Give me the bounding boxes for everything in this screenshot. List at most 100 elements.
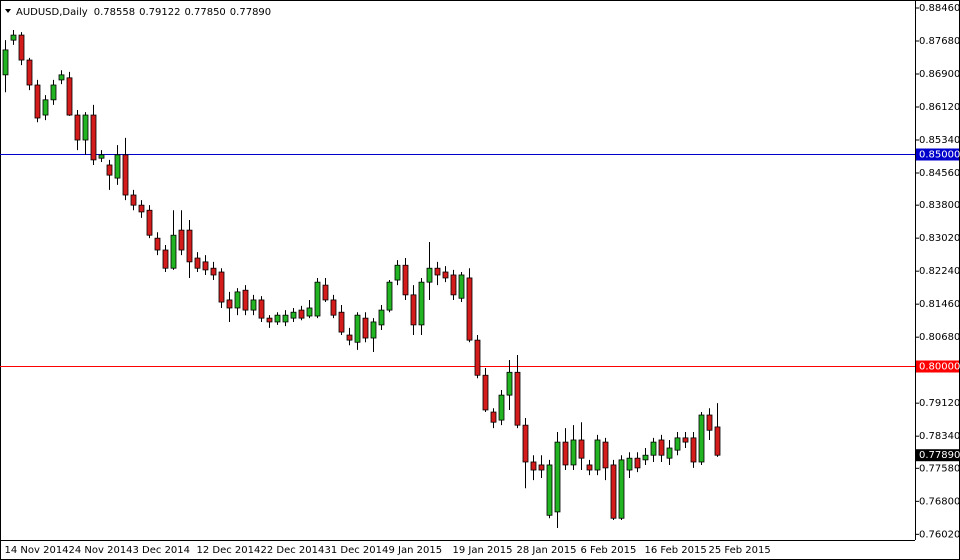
candle-body bbox=[122, 154, 129, 196]
candle-body bbox=[546, 464, 553, 516]
x-tick-label: 9 Jan 2015 bbox=[389, 545, 443, 556]
candle-body bbox=[482, 374, 489, 411]
candle-body bbox=[290, 311, 297, 319]
candle-body bbox=[106, 164, 113, 176]
x-tick-label: 28 Jan 2015 bbox=[517, 545, 577, 556]
candle-body bbox=[506, 371, 513, 396]
candle-body bbox=[66, 77, 73, 116]
candle-body bbox=[274, 314, 281, 323]
candle-body bbox=[82, 114, 89, 141]
x-tick-label: 25 Feb 2015 bbox=[709, 545, 771, 556]
symbol: AUDUSD,Daily bbox=[16, 7, 88, 18]
candle-body bbox=[586, 464, 593, 471]
candle-body bbox=[218, 271, 225, 303]
candle-body bbox=[570, 439, 577, 466]
y-tick-label: 0.88460 bbox=[919, 3, 960, 14]
candle-body bbox=[466, 277, 473, 341]
candle-body bbox=[650, 441, 657, 456]
candle-body bbox=[330, 299, 337, 316]
x-tick-label: 24 Nov 2014 bbox=[69, 545, 133, 556]
high-label: 0.79122 bbox=[139, 7, 180, 18]
chart-header: AUDUSD,Daily 0.78558 0.79122 0.77850 0.77890 bbox=[16, 7, 271, 18]
candle-body bbox=[2, 49, 9, 76]
candle-body bbox=[170, 234, 177, 269]
candle-body bbox=[490, 411, 497, 423]
candle-body bbox=[626, 457, 633, 471]
candle-body bbox=[370, 321, 377, 339]
x-tick-label: 12 Dec 2014 bbox=[197, 545, 261, 556]
candle-body bbox=[18, 34, 25, 61]
y-tick-label: 0.84560 bbox=[919, 168, 960, 179]
candle-body bbox=[50, 84, 57, 101]
candle-body bbox=[34, 84, 41, 119]
candle-body bbox=[226, 299, 233, 309]
y-tick-label: 0.86900 bbox=[919, 69, 960, 80]
candle-body bbox=[346, 334, 353, 341]
candle-body bbox=[242, 289, 249, 311]
candle-body bbox=[90, 114, 97, 161]
candle-body bbox=[426, 267, 433, 283]
last-price-box bbox=[916, 449, 959, 462]
x-tick-label: 22 Dec 2014 bbox=[261, 545, 325, 556]
y-tick-label: 0.85340 bbox=[919, 135, 960, 146]
candle-body bbox=[450, 274, 457, 296]
candle-body bbox=[362, 317, 369, 339]
y-tick-label: 0.86120 bbox=[919, 102, 960, 113]
candle-body bbox=[314, 281, 321, 317]
candle-body bbox=[434, 267, 441, 276]
level-label: 0.85000 bbox=[919, 150, 960, 161]
candle-body bbox=[114, 154, 121, 179]
candle-body bbox=[474, 339, 481, 376]
last-price-label: 0.77890 bbox=[919, 450, 960, 461]
candle-body bbox=[562, 441, 569, 466]
candle-body bbox=[642, 454, 649, 461]
candle-body bbox=[378, 309, 385, 326]
level-label-box bbox=[916, 148, 959, 161]
candle-body bbox=[498, 394, 505, 421]
candle-body bbox=[130, 194, 137, 206]
candle-body bbox=[610, 464, 617, 519]
candle-body bbox=[186, 229, 193, 263]
candle-body bbox=[394, 264, 401, 281]
level-label-box bbox=[916, 360, 959, 373]
candle-body bbox=[618, 459, 625, 519]
candle-body bbox=[658, 439, 665, 456]
candle-body bbox=[26, 59, 33, 86]
y-tick-label: 0.87680 bbox=[919, 36, 960, 47]
y-tick-label: 0.81460 bbox=[919, 299, 960, 310]
candle-body bbox=[458, 274, 465, 299]
candle-body bbox=[42, 99, 49, 116]
candle-body bbox=[282, 314, 289, 323]
candle-body bbox=[530, 461, 537, 471]
candle-body bbox=[554, 441, 561, 513]
candle-body bbox=[386, 281, 393, 311]
candle-body bbox=[298, 309, 305, 319]
candle-body bbox=[194, 257, 201, 269]
candle-body bbox=[234, 291, 241, 309]
candle-body bbox=[306, 307, 313, 317]
open-label: 0.78558 bbox=[94, 7, 135, 18]
candle-body bbox=[698, 414, 705, 463]
candle-body bbox=[682, 437, 689, 443]
candle-body bbox=[578, 439, 585, 459]
y-tick-label: 0.83020 bbox=[919, 233, 960, 244]
candle-body bbox=[714, 426, 721, 456]
y-tick-label: 0.80680 bbox=[919, 332, 960, 343]
candle-body bbox=[338, 311, 345, 333]
candle-body bbox=[98, 154, 105, 159]
candle-body bbox=[10, 34, 17, 41]
candle-body bbox=[154, 237, 161, 251]
candle-body bbox=[258, 299, 265, 319]
candle-body bbox=[522, 424, 529, 463]
candle-body bbox=[146, 209, 153, 236]
menu-triangle[interactable] bbox=[5, 9, 11, 13]
candle-body bbox=[162, 249, 169, 269]
candle-body bbox=[58, 74, 65, 81]
y-tick-label: 0.79120 bbox=[919, 398, 960, 409]
candle-body bbox=[418, 281, 425, 326]
candle-body bbox=[690, 437, 697, 463]
candle-body bbox=[322, 284, 329, 301]
